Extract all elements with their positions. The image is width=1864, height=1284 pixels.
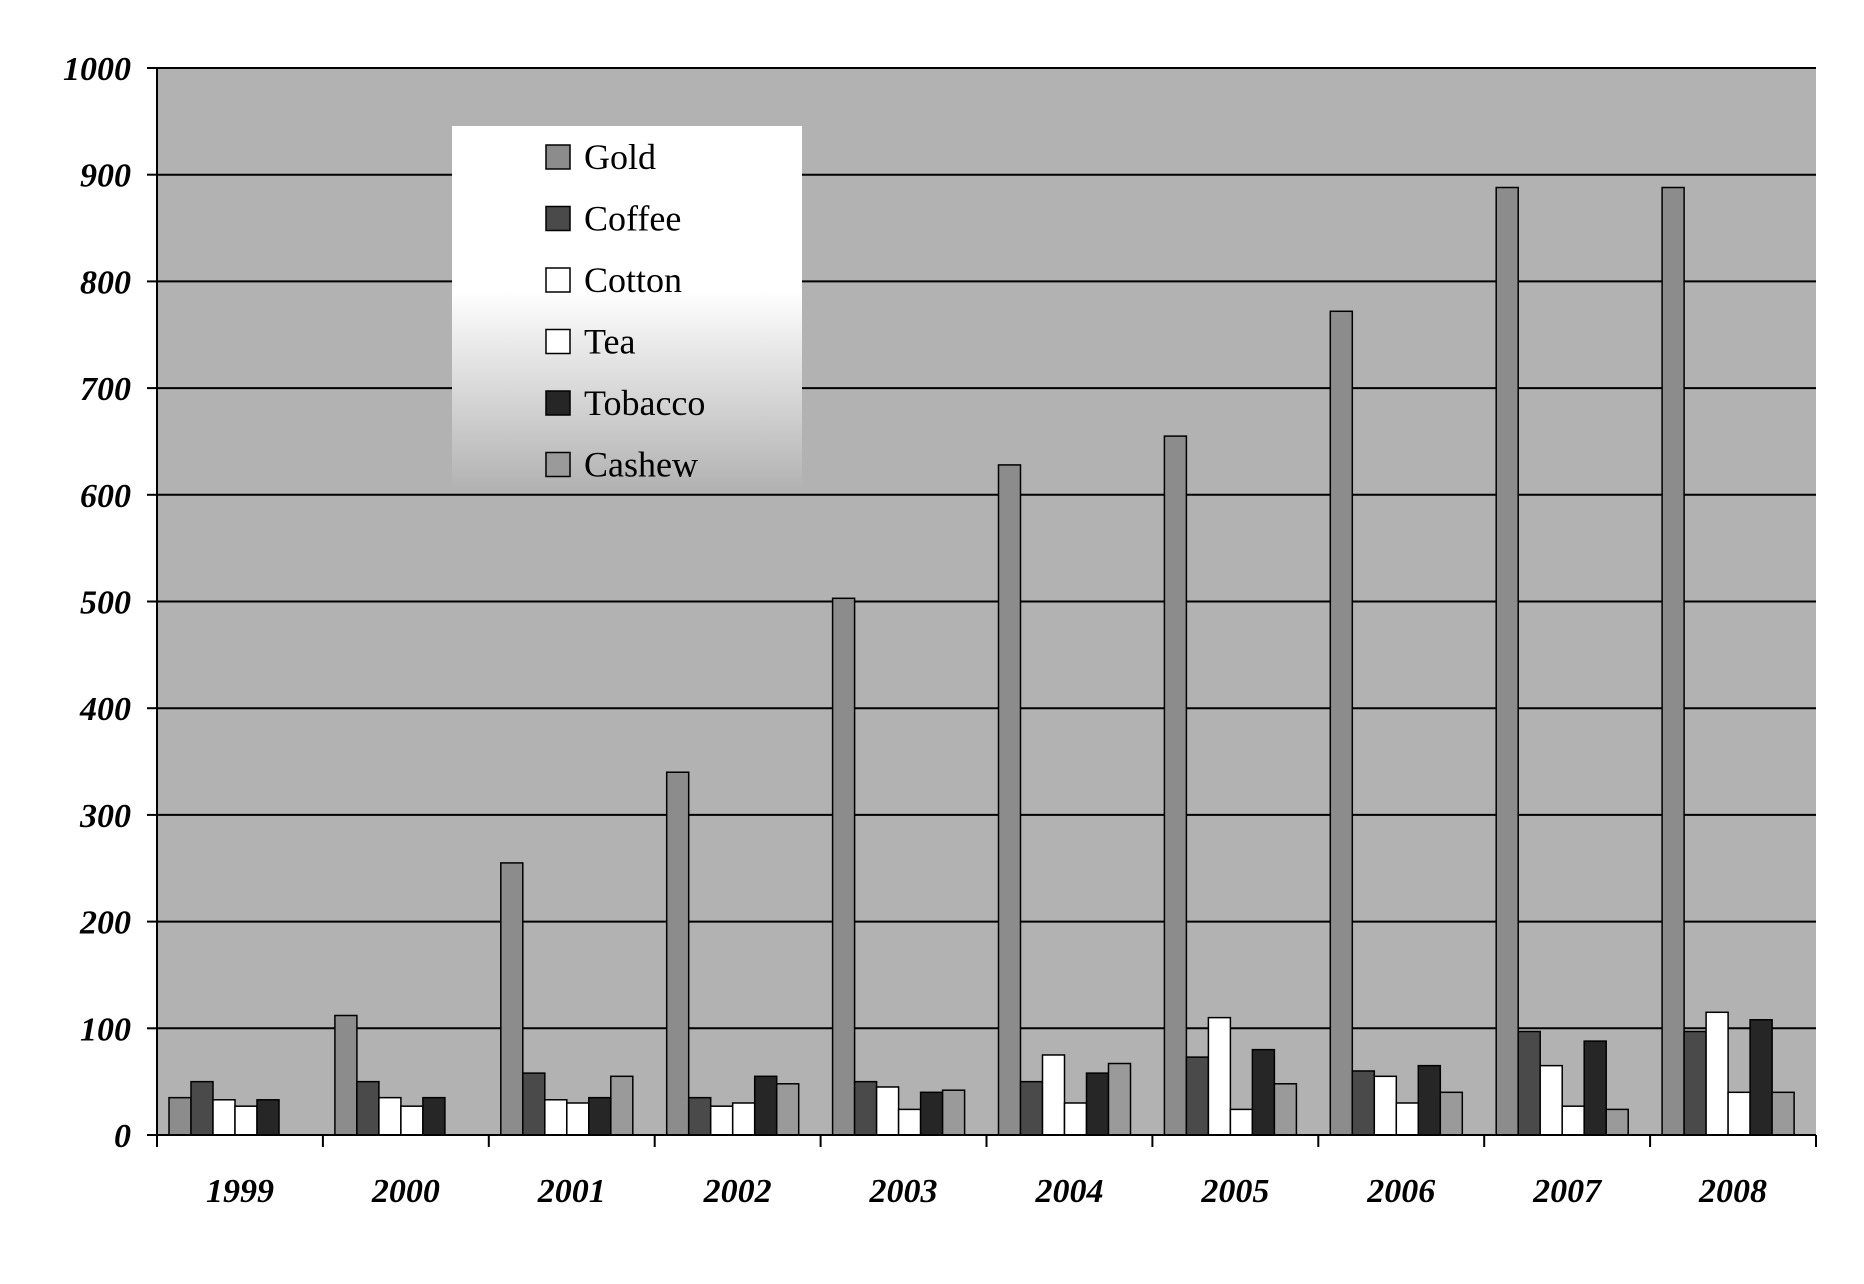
bar-cashew-2005: [1273, 1083, 1298, 1136]
bar-cotton-2003: [875, 1086, 900, 1136]
legend-swatch-gold: [545, 144, 571, 170]
bar-cashew-2004: [1107, 1062, 1132, 1136]
bar-coffee-2003: [853, 1080, 878, 1136]
y-tick-label-1000: 1000: [63, 51, 131, 88]
bar-tea-2001: [566, 1102, 590, 1136]
bar-coffee-2002: [687, 1096, 712, 1136]
y-axis-ticks: 0 100 200 300 400 500 600 700 800 900 1000: [63, 51, 157, 1155]
x-tick-label-2004: 2004: [1034, 1173, 1103, 1210]
bar-coffee-1999: [190, 1080, 214, 1136]
legend-label-coffee: Coffee: [584, 199, 681, 239]
bar-gold-2008: [1661, 186, 1685, 1136]
y-tick-label-800: 800: [80, 264, 131, 301]
y-tick-label-500: 500: [80, 585, 131, 622]
bar-cashew-2003: [941, 1089, 966, 1136]
x-tick-label-2000: 2000: [371, 1173, 440, 1210]
bar-tobacco-2006: [1417, 1064, 1442, 1136]
x-tick-label-2008: 2008: [1698, 1173, 1767, 1210]
x-tick-label-2007: 2007: [1532, 1173, 1603, 1210]
bar-gold-2002: [665, 771, 690, 1136]
bar-cotton-2006: [1373, 1075, 1398, 1136]
bar-tobacco-1999: [256, 1099, 280, 1136]
bar-tobacco-2008: [1749, 1019, 1773, 1136]
y-tick-label-900: 900: [80, 158, 131, 195]
x-tick-label-2005: 2005: [1200, 1173, 1269, 1210]
legend-label-cashew: Cashew: [584, 445, 698, 485]
bar-gold-2005: [1163, 435, 1188, 1136]
bar-coffee-2001: [522, 1072, 546, 1136]
x-tick-label-2001: 2001: [537, 1173, 606, 1210]
legend-label-cotton: Cotton: [584, 260, 682, 300]
bar-tea-2004: [1063, 1102, 1088, 1136]
bar-cashew-2007: [1605, 1108, 1629, 1136]
bar-tobacco-2001: [588, 1096, 612, 1136]
legend: Gold Coffee Cotton Tea Tobacco Cashew: [452, 126, 802, 490]
bar-tea-2007: [1561, 1105, 1585, 1136]
bar-cotton-2004: [1041, 1054, 1066, 1136]
bar-tobacco-2004: [1085, 1072, 1110, 1136]
bar-tea-1999: [234, 1105, 258, 1136]
y-tick-label-300: 300: [79, 798, 131, 835]
bar-gold-2004: [997, 464, 1022, 1136]
bar-coffee-2006: [1351, 1070, 1376, 1136]
bar-gold-2007: [1495, 186, 1519, 1136]
bar-tobacco-2000: [422, 1096, 446, 1136]
x-axis-ticks: 1999 2000 2001 2002 2003 2004 2005 2006 2007 2008: [156, 1135, 1817, 1210]
bar-coffee-2004: [1019, 1080, 1044, 1136]
bar-gold-2003: [831, 597, 856, 1136]
x-tick-label-2006: 2006: [1366, 1173, 1435, 1210]
bar-tea-2006: [1395, 1102, 1420, 1136]
bar-coffee-2007: [1517, 1030, 1541, 1136]
legend-swatch-tobacco: [545, 390, 571, 416]
bar-cotton-2002: [709, 1105, 734, 1136]
bar-tea-2005: [1229, 1108, 1254, 1136]
y-tick-label-200: 200: [79, 905, 131, 942]
legend-box: [452, 126, 802, 490]
bar-cashew-2001: [610, 1075, 634, 1136]
bar-gold-2001: [500, 862, 524, 1136]
legend-swatch-cashew: [545, 451, 571, 478]
bar-cotton-2000: [378, 1096, 402, 1136]
y-tick-label-700: 700: [80, 371, 131, 408]
bar-cotton-2008: [1705, 1011, 1729, 1136]
bar-coffee-2008: [1683, 1030, 1707, 1136]
bar-cotton-1999: [212, 1099, 236, 1136]
bar-cotton-2005: [1207, 1016, 1232, 1136]
bar-tobacco-2005: [1251, 1048, 1276, 1136]
legend-swatch-cotton: [545, 267, 571, 293]
bar-cashew-2008: [1771, 1091, 1795, 1136]
y-tick-label-0: 0: [114, 1118, 131, 1155]
gridlines: [157, 67, 1816, 1030]
y-tick-label-400: 400: [79, 691, 131, 728]
bar-tea-2003: [897, 1108, 922, 1136]
bar-tea-2002: [731, 1102, 756, 1136]
x-tick-label-2003: 2003: [869, 1173, 938, 1210]
bar-tea-2000: [400, 1105, 424, 1136]
legend-swatch-coffee: [545, 205, 571, 232]
bar-coffee-2000: [356, 1080, 380, 1136]
bar-gold-1999: [168, 1096, 192, 1136]
legend-swatch-tea: [545, 328, 571, 355]
bar-tea-2008: [1727, 1091, 1751, 1136]
bar-coffee-2005: [1185, 1056, 1210, 1136]
bar-tobacco-2002: [753, 1075, 778, 1136]
bar-tobacco-2007: [1583, 1040, 1607, 1136]
bar-tobacco-2003: [919, 1091, 944, 1136]
y-tick-label-600: 600: [80, 478, 131, 515]
bar-gold-2000: [334, 1014, 358, 1136]
x-tick-label-1999: 1999: [206, 1173, 274, 1210]
y-tick-label-100: 100: [80, 1011, 131, 1048]
bar-gold-2006: [1329, 310, 1354, 1136]
bar-cashew-2006: [1439, 1091, 1464, 1136]
bar-cashew-2002: [775, 1083, 800, 1136]
x-tick-label-2002: 2002: [703, 1173, 772, 1210]
legend-label-gold: Gold: [584, 137, 656, 177]
bar-cotton-2007: [1539, 1064, 1563, 1136]
bar-cotton-2001: [544, 1099, 568, 1136]
legend-label-tobacco: Tobacco: [584, 383, 705, 423]
legend-label-tea: Tea: [584, 322, 635, 362]
